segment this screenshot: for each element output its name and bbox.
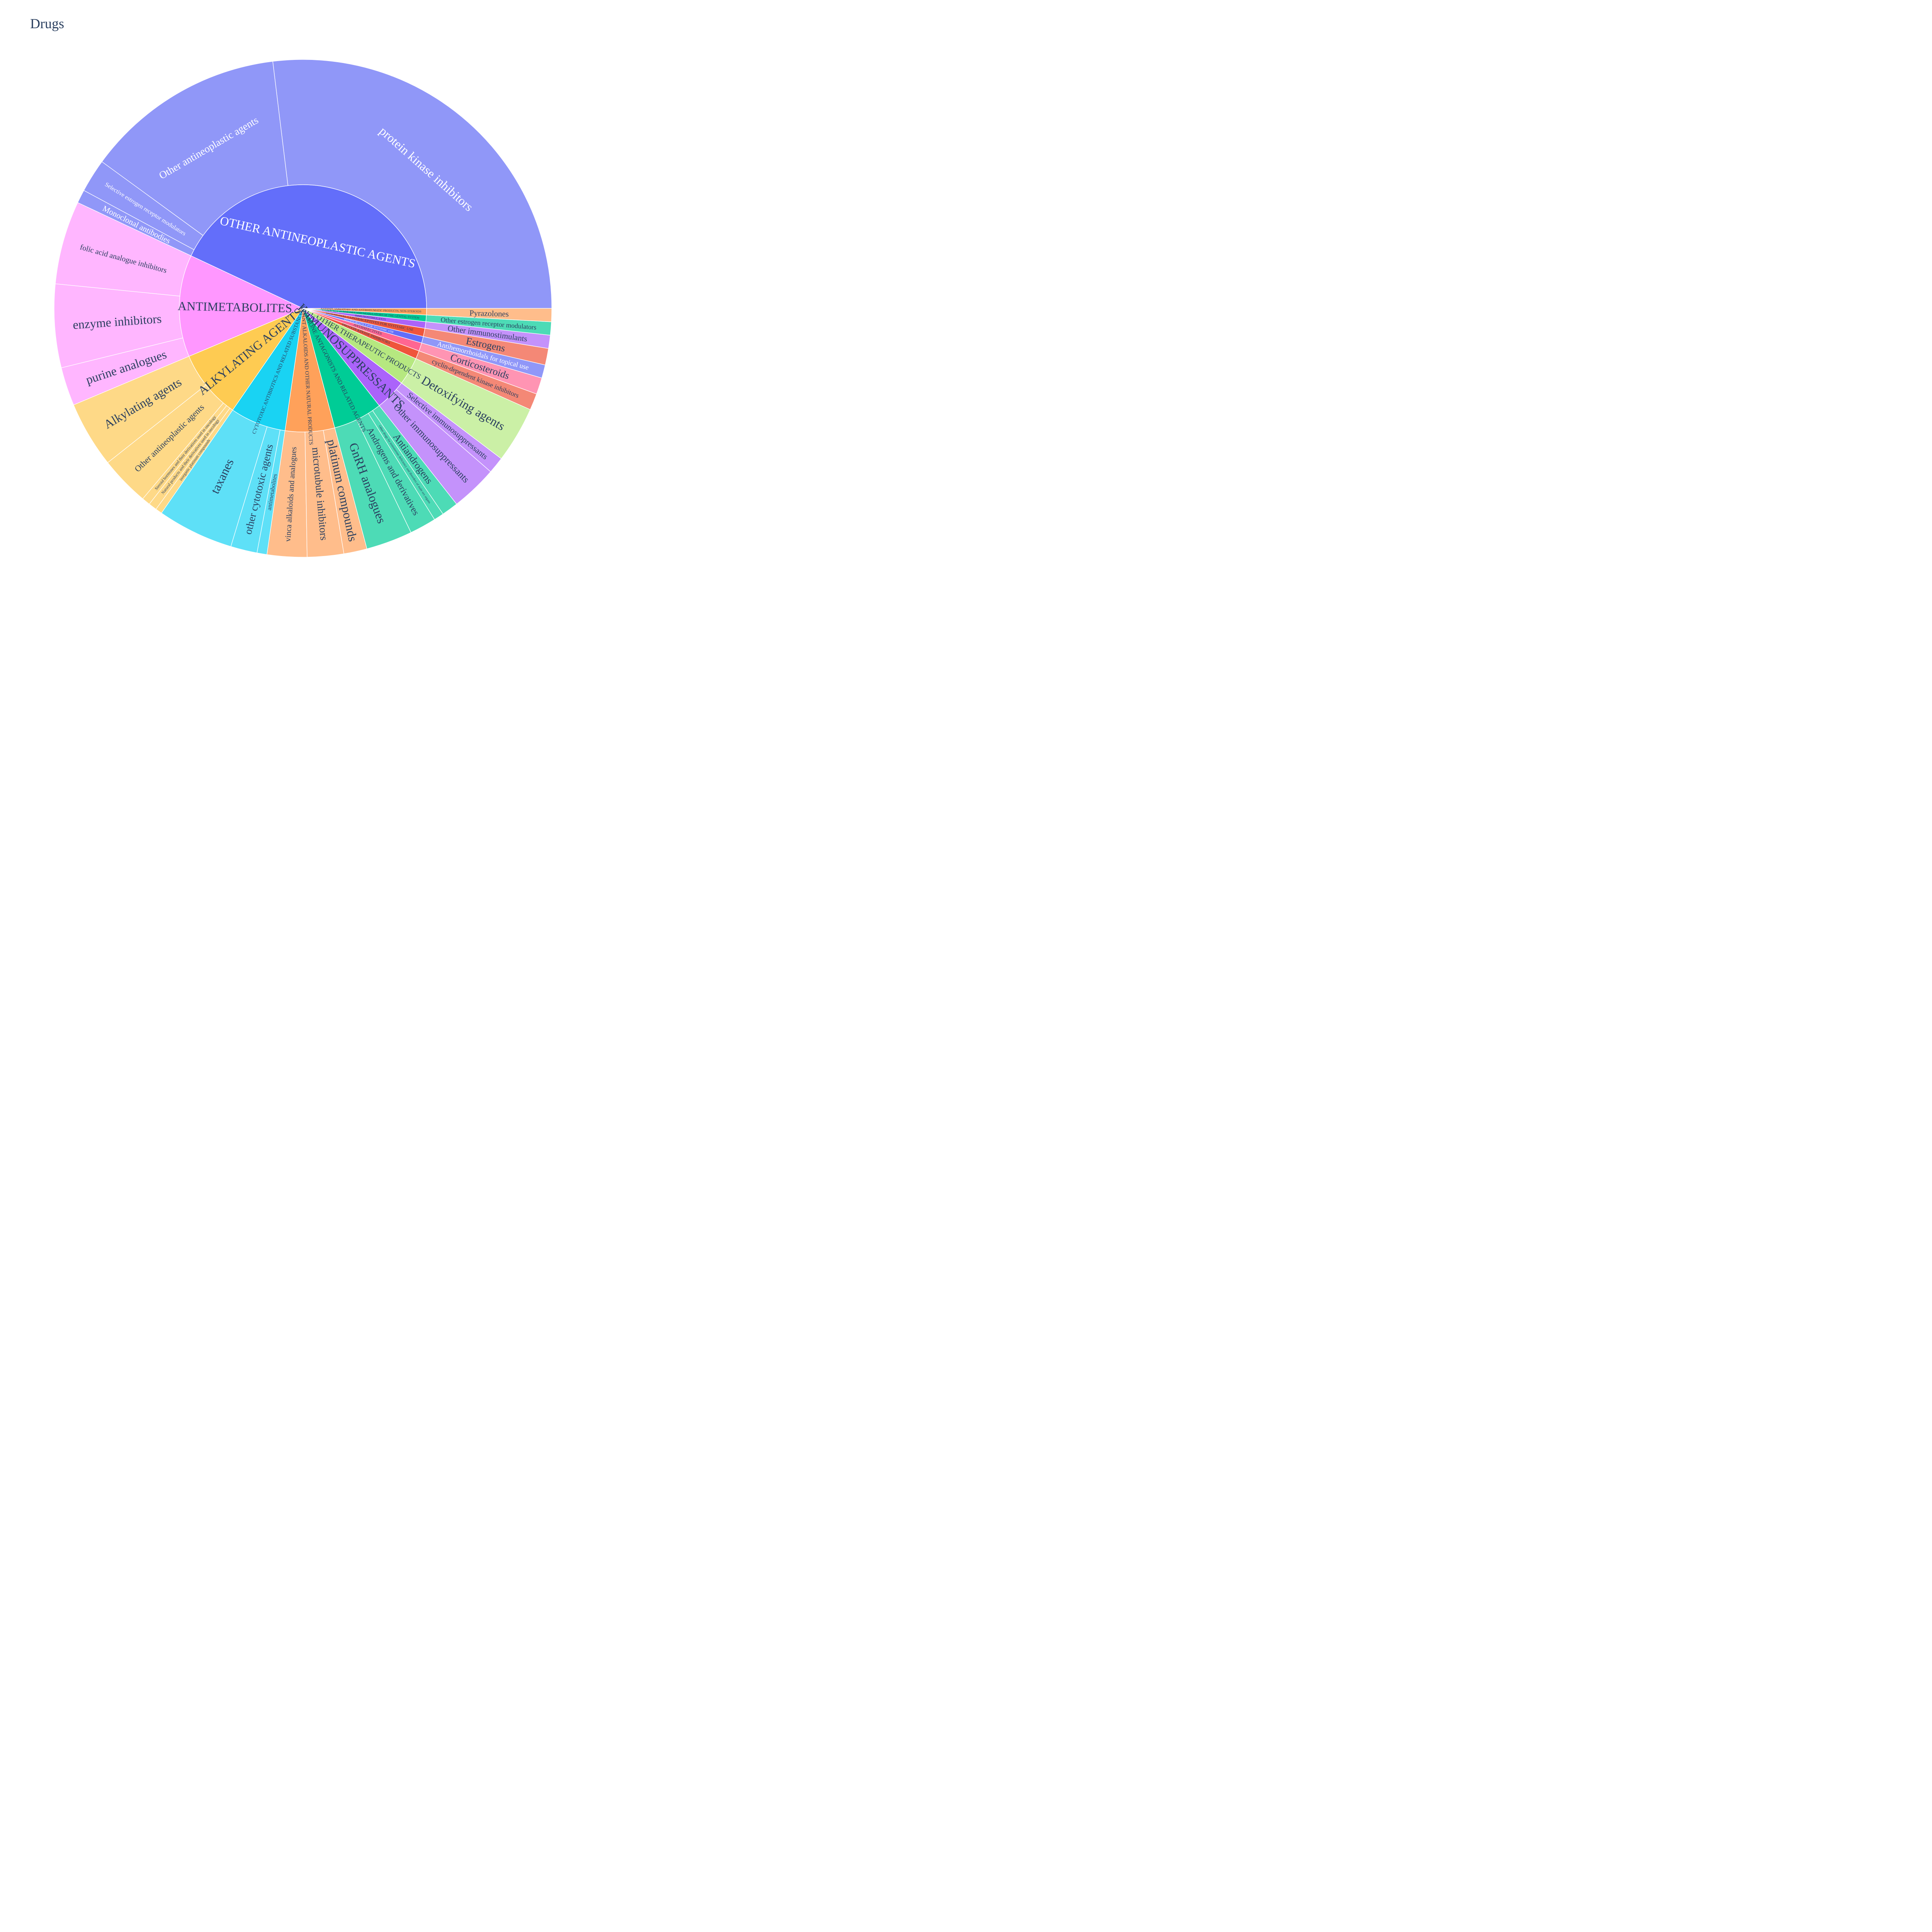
sector-other-antineoplastic-agents-protein-kinase-inhibitors[interactable] [272,59,552,309]
sector-other-antineoplastic-agents-other-antineoplastic-agents[interactable] [101,61,288,236]
label-antiinflammatory-and-antirheumatic-products-non-steroids-pyrazolones: Pyrazolones [469,308,509,319]
sector-antiinflammatory-and-antirheumatic-products-non-steroids-pyrazolones[interactable] [426,308,552,322]
label-antimetabolites: ANTIMETABOLITES [178,299,293,315]
chart-title: Drugs [30,16,64,31]
